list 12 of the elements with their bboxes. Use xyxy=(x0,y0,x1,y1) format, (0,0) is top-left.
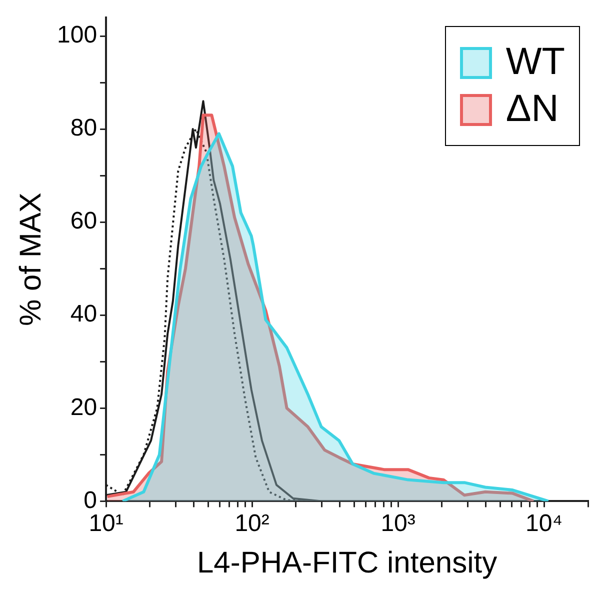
y-tick-label: 40 xyxy=(70,300,98,328)
legend-label: WT xyxy=(506,41,565,84)
y-tick-label: 100 xyxy=(56,22,98,49)
x-tick-label: 10² xyxy=(234,510,270,538)
legend-label: ΔN xyxy=(506,88,559,131)
x-tick-label: 10³ xyxy=(380,510,416,538)
y-tick-label: 60 xyxy=(70,208,98,235)
x-tick-label: 10⁴ xyxy=(526,510,563,538)
x-axis-title: L4-PHA-FITC intensity xyxy=(196,546,498,580)
y-axis-title: % of MAX xyxy=(14,192,48,326)
y-tick-label: 20 xyxy=(70,394,98,421)
y-tick-label: 80 xyxy=(70,114,98,142)
